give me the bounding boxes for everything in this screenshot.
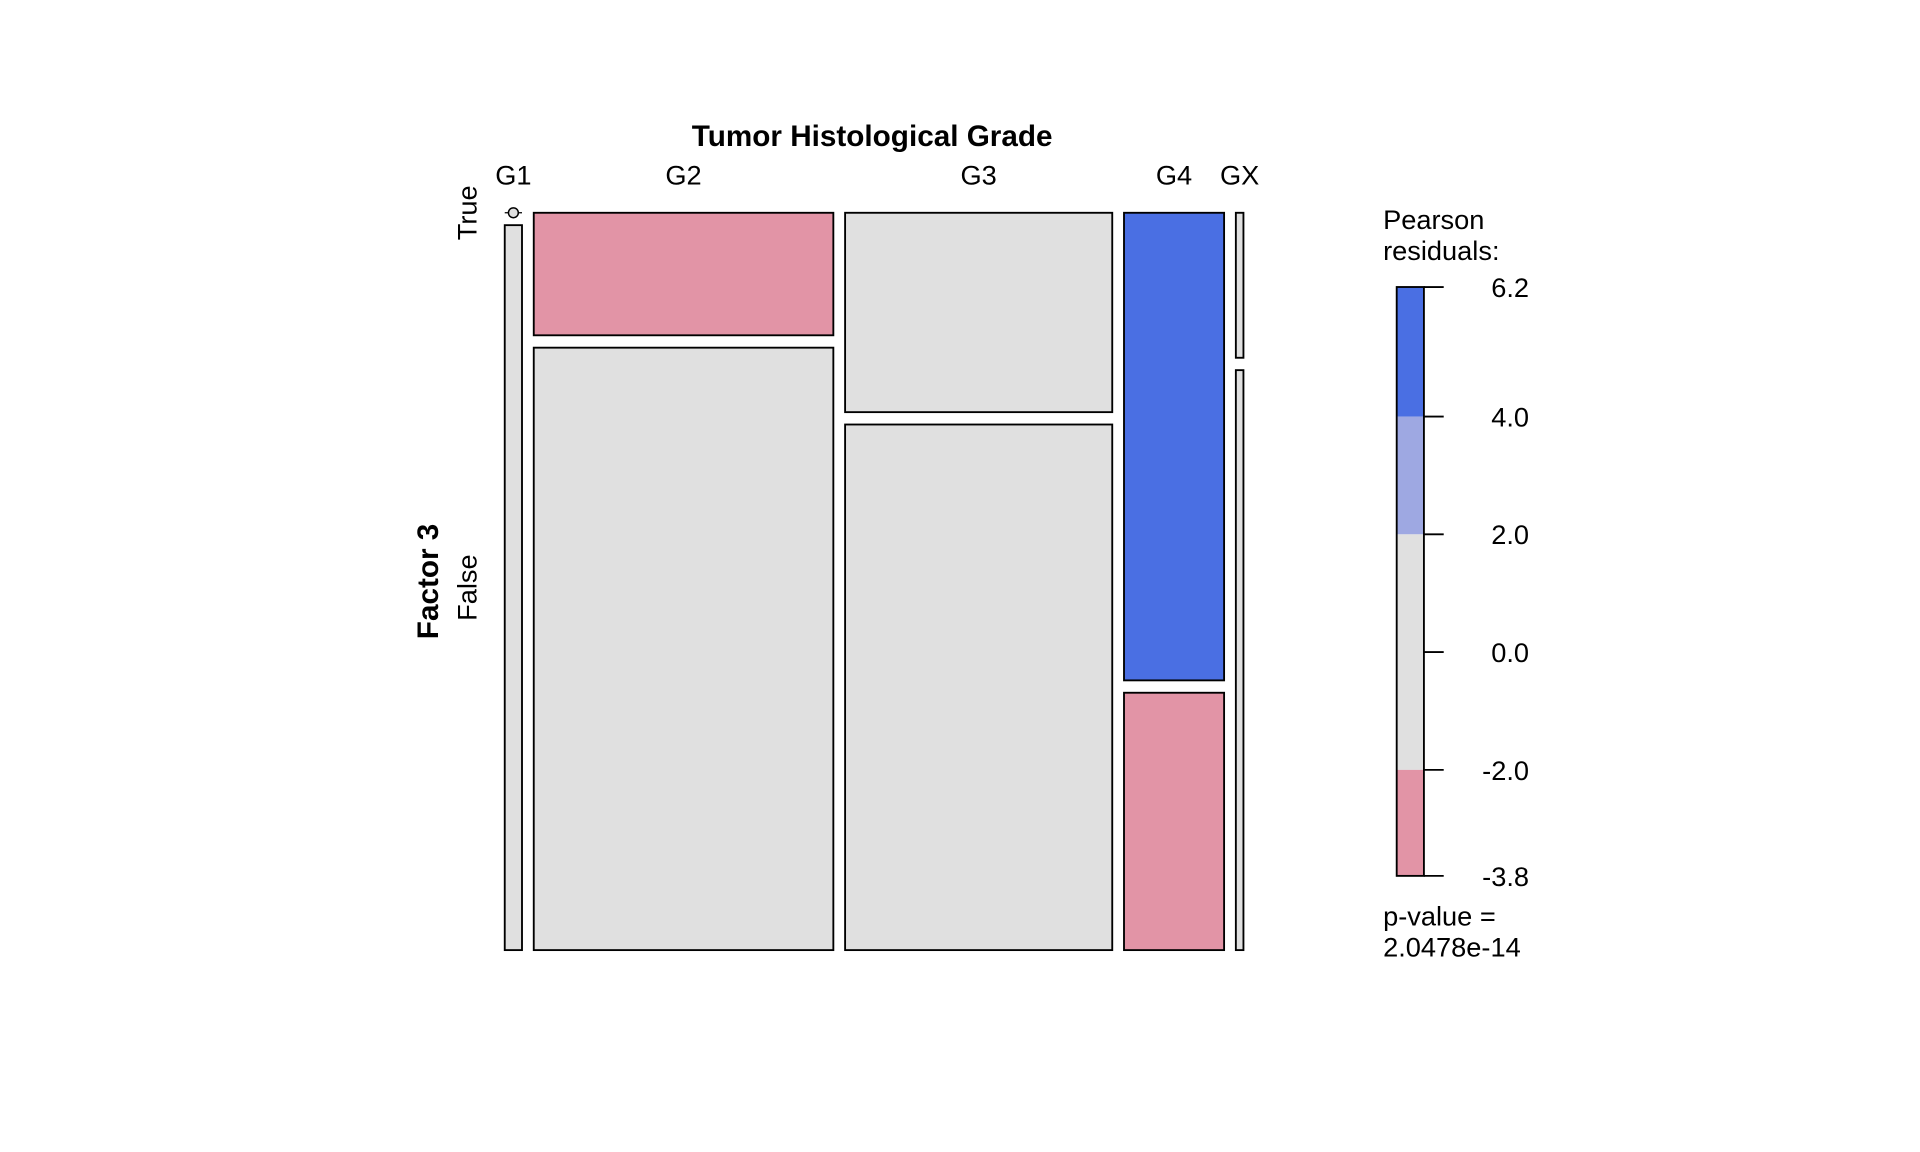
legend-band-1 — [1396, 416, 1424, 535]
column-label-g1: G1 — [495, 159, 531, 190]
legend-band-2 — [1396, 534, 1424, 770]
column-label-gx: GX — [1220, 159, 1259, 190]
legend-tick-label: 0.0 — [1491, 637, 1529, 668]
y-axis-label: Factor 3 — [412, 524, 445, 640]
legend-tick-label: 6.2 — [1491, 272, 1529, 303]
legend-band-0 — [1396, 287, 1424, 417]
cell-g3-true — [844, 211, 1114, 414]
legend-tick-label: 4.0 — [1491, 401, 1529, 432]
cell-gx-true — [1234, 211, 1245, 359]
cell-g4-true — [1123, 211, 1226, 682]
legend-bar-outline — [1395, 286, 1425, 877]
cell-g2-false — [532, 346, 835, 952]
column-label-g4: G4 — [1156, 159, 1192, 190]
legend-title-line2: residuals: — [1383, 235, 1499, 266]
row-label-true: True — [451, 185, 482, 240]
cell-g4-false — [1123, 691, 1226, 952]
legend-tick-label: -2.0 — [1482, 755, 1529, 786]
p-value: 2.0478e-14 — [1383, 931, 1521, 962]
row-label-false: False — [451, 554, 482, 621]
column-label-g2: G2 — [665, 159, 701, 190]
cell-gx-false — [1234, 369, 1245, 952]
legend-tick-label: -3.8 — [1482, 861, 1529, 892]
legend-title-line1: Pearson — [1383, 204, 1484, 235]
cell-g1-false — [503, 224, 523, 952]
zero-cell-marker-g1-true — [507, 207, 520, 219]
cell-g2-true — [532, 211, 835, 337]
chart-title: Tumor Histological Grade — [692, 120, 1053, 153]
p-value-label: p-value = — [1383, 900, 1496, 931]
legend-band-3 — [1396, 769, 1424, 876]
cell-g3-false — [844, 423, 1114, 952]
legend-tick-label: 2.0 — [1491, 519, 1529, 550]
column-label-g3: G3 — [961, 159, 997, 190]
